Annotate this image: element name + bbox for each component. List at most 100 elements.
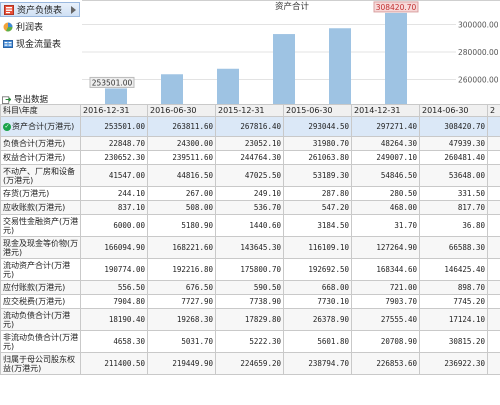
table-cell: 590.50 [215,280,284,295]
table-cell-overflow [487,150,500,165]
table-cell: 53648.00 [419,164,488,187]
table-cell: 66588.30 [419,236,488,259]
table-cell: 7903.70 [351,294,420,309]
table-row[interactable]: 现金及现金等价物(万港元) 166094.90 168221.60 143645.30… [0,236,500,259]
table-cell: 6000.00 [80,214,148,237]
table-cell: 898.70 [419,280,488,295]
row-label: 不动产、厂房和设备(万港元) [0,164,81,187]
table-cell: 5031.70 [147,330,216,353]
table-cell: 7904.80 [80,294,148,309]
table-row[interactable]: 应付账款(万港元) 556.50 676.50 590.50 668.00 721.00 8… [0,280,500,295]
table-cell: 293044.50 [283,116,352,137]
table-cell: 48264.30 [351,136,420,151]
table-cell: 5601.80 [283,330,352,353]
balance-sheet-icon [4,4,14,15]
table-row[interactable]: 不动产、厂房和设备(万港元) 41547.00 44816.50 47025.50 53… [0,164,500,187]
row-label: 权益合计(万港元) [0,150,81,165]
table-row[interactable]: 流动负债合计(万港元) 18190.40 19268.30 17829.80 26378… [0,308,500,331]
table-cell: 17124.10 [419,308,488,331]
table-header-label: 科目\年度 [0,104,81,117]
nav-item-balance-sheet[interactable]: 资产负债表 [0,2,80,17]
chart-bar[interactable] [105,88,127,104]
table-row[interactable]: 权益合计(万港元) 230652.30 239511.60 244764.30 2610… [0,150,500,165]
export-data-button[interactable]: 导出数据 [2,93,48,105]
balance-sheet-table: 科目\年度 2016-12-31 2016-06-30 2015-12-31 2… [0,104,500,405]
checkmark-icon: ✓ [3,122,11,131]
table-cell: 192216.80 [147,258,216,281]
chart-y-ticks: 300000.00 280000.00 260000.00 [458,21,499,85]
table-cell: 19268.30 [147,308,216,331]
table-cell: 211400.50 [80,352,148,375]
row-label-text: 流动负债合计(万港元) [3,310,71,329]
table-cell-overflow [487,352,500,375]
column-header[interactable]: 2014-06-30 [419,104,488,117]
y-tick-label: 280000.00 [458,48,499,57]
y-tick-label: 260000.00 [458,76,499,85]
table-cell-overflow [487,136,500,151]
row-label-text: 负债合计(万港元) [3,139,66,148]
chart-bar[interactable] [161,74,183,104]
table-row[interactable]: ✓ 资产合计(万港元) 253501.00 263811.60 267816.40 293… [0,116,500,137]
nav-item-income-statement[interactable]: 利润表 [0,19,80,34]
table-cell: 331.50 [419,186,488,201]
row-label-text: 归属于母公司股东权益(万港元) [3,354,75,373]
table-cell: 5180.90 [147,214,216,237]
chart-bar[interactable] [329,28,351,104]
chart-bar[interactable] [273,34,295,104]
table-cell: 536.70 [215,200,284,215]
table-cell: 721.00 [351,280,420,295]
chart-bar[interactable] [385,12,407,104]
table-cell: 817.70 [419,200,488,215]
table-cell: 41547.00 [80,164,148,187]
table-cell: 36.80 [419,214,488,237]
table-cell: 20708.90 [351,330,420,353]
row-label: 归属于母公司股东权益(万港元) [0,352,81,375]
column-header[interactable]: 2 [487,104,500,117]
column-header[interactable]: 2016-06-30 [147,104,216,117]
table-cell: 143645.30 [215,236,284,259]
table-cell: 175800.70 [215,258,284,281]
table-cell-overflow [487,164,500,187]
table-row[interactable]: 交易性金融资产(万港元) 6000.00 5180.90 1440.60 3184.50… [0,214,500,237]
column-header[interactable]: 2015-12-31 [215,104,284,117]
table-cell-overflow [487,280,500,295]
table-cell: 54846.50 [351,164,420,187]
y-tick-label: 300000.00 [458,21,499,30]
table-row[interactable]: 应交税费(万港元) 7904.80 7727.90 7738.90 7730.10 790… [0,294,500,309]
table-cell: 47025.50 [215,164,284,187]
table-row[interactable]: 应收账款(万港元) 837.10 508.00 536.70 547.20 468.00 8… [0,200,500,215]
row-label: 交易性金融资产(万港元) [0,214,81,237]
table-row[interactable]: 归属于母公司股东权益(万港元) 211400.50 219449.90 224659.… [0,352,500,375]
row-label-text: 流动资产合计(万港元) [3,260,71,279]
row-label: 应交税费(万港元) [0,294,81,309]
table-cell: 4658.30 [80,330,148,353]
table-cell: 249007.10 [351,150,420,165]
row-label: 非流动负债合计(万港元) [0,330,81,353]
table-cell: 236922.30 [419,352,488,375]
table-cell: 168344.60 [351,258,420,281]
chart-bar[interactable] [217,68,239,104]
nav-item-cash-flow[interactable]: 现金流量表 [0,36,80,51]
income-statement-icon [3,22,13,31]
table-cell: 249.10 [215,186,284,201]
column-header[interactable]: 2014-12-31 [351,104,420,117]
table-cell: 308420.70 [419,116,488,137]
chart-title: 资产合计 [275,1,310,12]
table-cell: 26378.90 [283,308,352,331]
table-cell: 24300.00 [147,136,216,151]
table-cell: 267816.40 [215,116,284,137]
column-header[interactable]: 2016-12-31 [80,104,148,117]
table-row[interactable]: 非流动负债合计(万港元) 4658.30 5031.70 5222.30 5601.80… [0,330,500,353]
table-cell: 676.50 [147,280,216,295]
table-cell-overflow [487,186,500,201]
table-cell: 7745.20 [419,294,488,309]
column-header[interactable]: 2015-06-30 [283,104,352,117]
table-row[interactable]: 流动资产合计(万港元) 190774.00 192216.80 175800.70 19… [0,258,500,281]
row-label: 存货(万港元) [0,186,81,201]
table-row[interactable]: 存货(万港元) 244.10 267.00 249.10 287.80 280.50 331… [0,186,500,201]
table-row[interactable]: 负债合计(万港元) 22848.70 24300.00 23052.10 31980.7… [0,136,500,151]
table-cell: 22848.70 [80,136,148,151]
min-value-label-box [89,76,135,88]
table-cell-overflow [487,116,500,137]
table-cell: 244764.30 [215,150,284,165]
